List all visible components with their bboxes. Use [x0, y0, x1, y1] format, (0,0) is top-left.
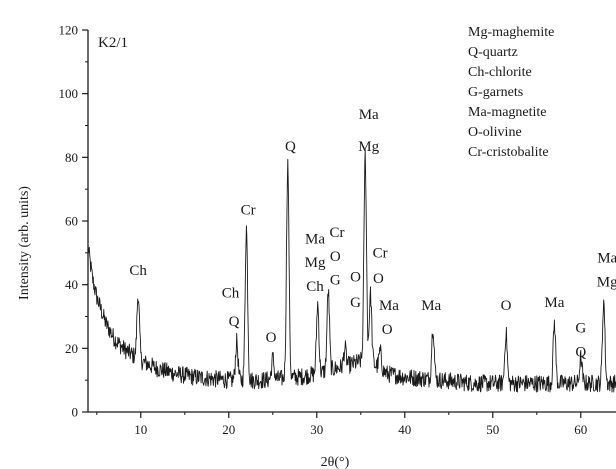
peak-label: Ma	[544, 295, 564, 311]
x-tick-label: 10	[134, 422, 147, 437]
peak-label: G	[350, 295, 361, 311]
legend-entry: Ch-chlorite	[468, 65, 532, 80]
x-tick-label: 50	[486, 422, 499, 437]
peak-label: Q	[575, 344, 586, 360]
y-tick-label: 80	[65, 150, 78, 165]
peak-label: Cr	[373, 246, 388, 262]
peak-label: O	[373, 271, 384, 287]
sample-label: K2/1	[98, 35, 128, 51]
peak-label: Ch	[222, 285, 240, 301]
peak-label: Ma	[379, 298, 399, 314]
legend-entry: Cr-cristobalite	[468, 145, 549, 160]
peak-label: Mg	[305, 255, 326, 271]
y-tick-label: 40	[65, 277, 78, 292]
legend-entry: Q-quartz	[468, 45, 518, 60]
peak-label: Ma	[359, 107, 379, 123]
peak-label: Mg	[597, 274, 616, 290]
peak-label: Ch	[306, 279, 324, 295]
peak-label: O	[266, 330, 277, 346]
peak-label: Ch	[129, 263, 147, 279]
legend-entry: Ma-magnetite	[468, 105, 547, 120]
peak-label: O	[330, 249, 341, 265]
y-tick-label: 0	[72, 405, 79, 420]
peak-label: Cr	[241, 203, 256, 219]
y-tick-label: 120	[59, 23, 79, 38]
peak-label: Q	[285, 139, 296, 155]
x-tick-label: 60	[574, 422, 587, 437]
peak-label: O	[382, 322, 393, 338]
legend-entry: G-garnets	[468, 85, 523, 100]
peak-label: G	[575, 320, 586, 336]
legend-entry: O-olivine	[468, 125, 522, 140]
peak-label: Mg	[358, 139, 379, 155]
peak-label: Ma	[597, 250, 616, 266]
x-tick-label: 30	[310, 422, 323, 437]
y-axis-title: Intensity (arb. units)	[17, 186, 32, 300]
diffraction-pattern	[87, 149, 616, 393]
peak-label: O	[350, 269, 361, 285]
peak-label: Ma	[305, 231, 325, 247]
peak-label: Cr	[330, 225, 345, 241]
pattern-line	[87, 149, 616, 393]
y-tick-label: 100	[59, 86, 79, 101]
y-tick-label: 20	[65, 341, 78, 356]
axes: 10 20 30 40 50 60 0 20 40 60 80 100 120	[59, 23, 616, 437]
x-tick-label: 40	[398, 422, 411, 437]
x-tick-label: 20	[222, 422, 235, 437]
legend-entry: Mg-maghemite	[468, 25, 554, 40]
x-axis-title: 2θ(°)	[321, 455, 350, 469]
peak-label: Ma	[421, 298, 441, 314]
peak-label: O	[501, 298, 512, 314]
peak-label: Q	[229, 314, 240, 330]
y-tick-label: 60	[65, 214, 78, 229]
legend: Mg-maghemite Q-quartz Ch-chlorite G-garnets…	[468, 25, 554, 160]
peak-label: G	[330, 273, 341, 289]
